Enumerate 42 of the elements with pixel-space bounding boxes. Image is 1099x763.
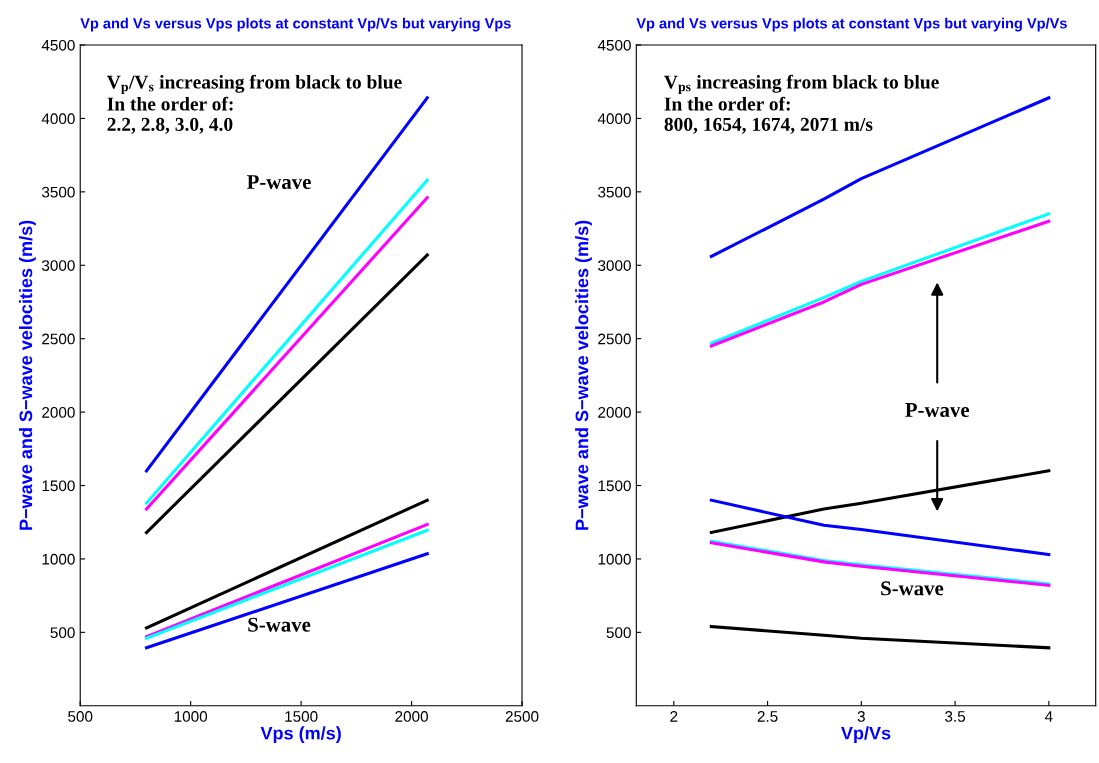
x-tick-label: 2: [670, 711, 678, 722]
y-tick-label: 3000: [598, 260, 631, 271]
y-tick-label: 3500: [598, 186, 631, 198]
chart-title: Vp and Vs versus Vps plots at constant Vp/Vs but varying Vps: [80, 17, 511, 32]
y-axis-title: P−wave and S−wave velocities (m/s): [575, 220, 592, 530]
y-tick-label: 1000: [42, 553, 75, 565]
line-series: [709, 624, 1051, 650]
annotation: S-wave: [881, 581, 944, 596]
y-tick-label: 2000: [42, 406, 75, 418]
x-tick-label: 2.5: [757, 711, 778, 722]
x-tick-label: 3: [857, 711, 865, 722]
x-axis-title: Vps (m/s): [260, 726, 341, 744]
x-tick-label: 2500: [505, 711, 539, 722]
y-tick-label: 1500: [42, 480, 75, 492]
x-axis-title: Vp/Vs: [841, 726, 891, 744]
x-tick-label: 3.5: [945, 711, 966, 722]
y-tick-label: 4000: [41, 113, 75, 125]
y-tick-label: 3000: [41, 260, 75, 271]
x-tick-label: 2000: [395, 711, 428, 722]
y-tick-label: 4000: [597, 113, 631, 125]
annotation: P-wave: [247, 175, 311, 189]
y-tick-label: 4500: [41, 39, 75, 51]
y-tick-label: 2500: [598, 333, 631, 345]
y-tick-label: 500: [606, 627, 631, 639]
x-tick-label: 1500: [285, 711, 318, 722]
y-tick-label: 2000: [598, 406, 631, 418]
annotation: V$_{p}$/V$_{s}$ increasing from black to blue In the order of: 2.2, 2.8, 3.0, 4.0: [106, 74, 402, 134]
annotation: V$_{ps}$ increasing from black to blue In the order of: 800, 1654, 1674, 2071 m/s: [664, 74, 939, 134]
y-tick-label: 4500: [597, 39, 631, 51]
annotation: P-wave: [905, 403, 970, 417]
x-tick-label: 1000: [174, 711, 208, 722]
annotation: S-wave: [248, 617, 311, 632]
y-tick-label: 2500: [42, 333, 75, 345]
y-tick-label: 500: [50, 627, 75, 639]
line-series: [709, 498, 1051, 557]
x-tick-label: 500: [68, 711, 93, 722]
y-tick-label: 3500: [41, 186, 75, 198]
y-tick-label: 1000: [598, 553, 631, 565]
y-axis-title: P−wave and S−wave velocities (m/s): [19, 220, 36, 530]
y-tick-label: 1500: [598, 480, 631, 492]
chart-title: Vp and Vs versus Vps plots at constant Vps but varying Vp/Vs: [636, 17, 1067, 32]
x-tick-label: 4: [1044, 711, 1053, 722]
